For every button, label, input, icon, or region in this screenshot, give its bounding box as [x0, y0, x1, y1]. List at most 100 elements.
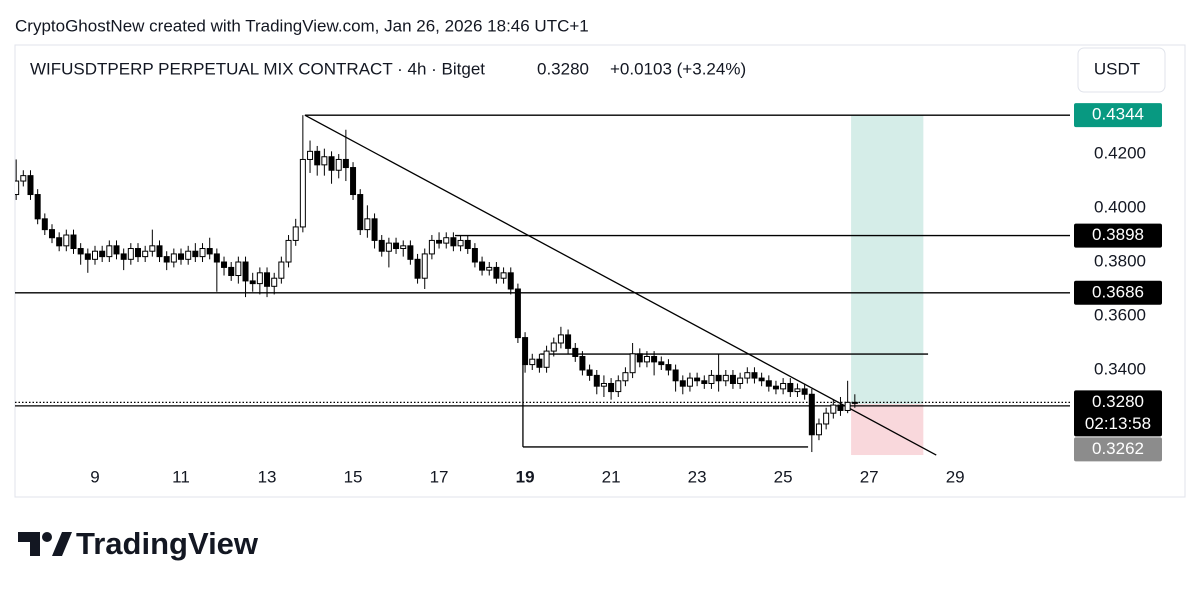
chart-frame [14, 44, 1186, 498]
candle-body [342, 158, 349, 169]
y-tick-label: 0.3400 [1094, 359, 1146, 378]
candle-body [106, 245, 113, 258]
last-price: 0.3280 [537, 59, 589, 78]
price-label: 0.4344 [1092, 105, 1144, 124]
candle-body [758, 377, 765, 382]
candle-body [643, 355, 650, 363]
x-tick-label: 23 [688, 467, 707, 486]
candle-body [837, 404, 844, 411]
candle-body [600, 382, 607, 387]
candle-body [844, 401, 851, 411]
watermark: CryptoGhostNew created with TradingView.… [15, 16, 589, 35]
candle-body [729, 374, 736, 384]
x-tick-label: 29 [946, 467, 965, 486]
drawing-line [304, 114, 937, 456]
candle-body [206, 248, 213, 255]
chart-title: WIFUSDTPERP PERPETUAL MIX CONTRACT · 4h … [30, 59, 485, 78]
candle-body [335, 158, 342, 171]
candle-body [694, 377, 701, 382]
x-tick-label: 25 [774, 467, 793, 486]
candle-body [15, 180, 20, 196]
candle-body [636, 353, 643, 363]
candle-body [378, 239, 385, 252]
candle-body [393, 242, 400, 250]
logo-text: TradingView [76, 526, 259, 561]
candle-body [436, 239, 443, 244]
candle-body [307, 150, 314, 160]
candle-body [213, 253, 220, 263]
candle-body [149, 245, 156, 252]
candle-body [41, 218, 48, 231]
candle-body [808, 393, 815, 436]
candle-body [586, 369, 593, 376]
candle-body [192, 250, 199, 258]
countdown: 02:13:58 [1085, 414, 1151, 433]
candle-body [371, 218, 378, 241]
currency[interactable]: USDT [1094, 59, 1140, 78]
candle-body [737, 377, 744, 384]
price-label-box [1074, 103, 1162, 128]
price-label: 0.3686 [1092, 282, 1144, 301]
y-tick-label: 0.4000 [1094, 198, 1146, 217]
candle-body [751, 372, 758, 379]
candle-body [163, 256, 170, 263]
candle-body [113, 245, 120, 255]
logo-mark [52, 532, 72, 556]
candle-body [457, 239, 464, 247]
candle-body [651, 355, 658, 363]
candle-body [314, 150, 321, 166]
candle-body [522, 337, 529, 366]
stop-zone [851, 403, 924, 456]
candle-body [744, 372, 751, 379]
candle-body [686, 377, 693, 387]
candle-body [142, 250, 149, 258]
candle-body [321, 156, 328, 166]
candle-body [557, 334, 564, 344]
price-label-box [1074, 280, 1162, 305]
axes: 0.4200 0.4000 0.3800 0.3600 0.3400 9 11 13 15 17 1… [90, 103, 1162, 486]
candle-body [529, 358, 536, 366]
candle-body [27, 175, 34, 196]
candle-body [579, 355, 586, 371]
candle-body [428, 239, 435, 255]
candle-body [56, 237, 63, 247]
price-label: 0.3262 [1092, 439, 1144, 458]
candle-body [787, 382, 794, 393]
currency-button[interactable] [1077, 47, 1166, 93]
candle-body [178, 253, 185, 260]
candle-body [708, 374, 715, 384]
candle-body [48, 229, 55, 239]
candle-body [256, 272, 263, 285]
target-zone [851, 115, 924, 404]
candle-body [400, 245, 407, 250]
candle-body [679, 380, 686, 387]
candle-body [500, 272, 507, 279]
candle-body [722, 374, 729, 382]
x-tick-label: 21 [602, 467, 621, 486]
candle-body [414, 258, 421, 279]
candle-body [364, 218, 371, 231]
candle-body [536, 358, 543, 368]
candle-body [565, 334, 572, 349]
candle-body [328, 156, 335, 171]
candle-body [385, 242, 392, 252]
candle-body [185, 250, 192, 260]
y-tick-label: 0.3600 [1094, 305, 1146, 324]
candle-body [780, 382, 787, 390]
price-label-box [1074, 437, 1162, 462]
candle-body [407, 245, 414, 260]
candle-body [156, 245, 163, 258]
candle-body [357, 194, 364, 231]
x-tick-label: 17 [430, 467, 449, 486]
candle-body [70, 234, 77, 250]
candle-body [851, 401, 858, 404]
price-label-box [1074, 223, 1162, 248]
candle-body [170, 253, 177, 263]
candle-body [493, 266, 500, 279]
x-tick-label: 11 [172, 467, 190, 486]
x-tick-label: 15 [344, 467, 363, 486]
candle-body [815, 423, 822, 436]
candle-body [271, 277, 278, 287]
